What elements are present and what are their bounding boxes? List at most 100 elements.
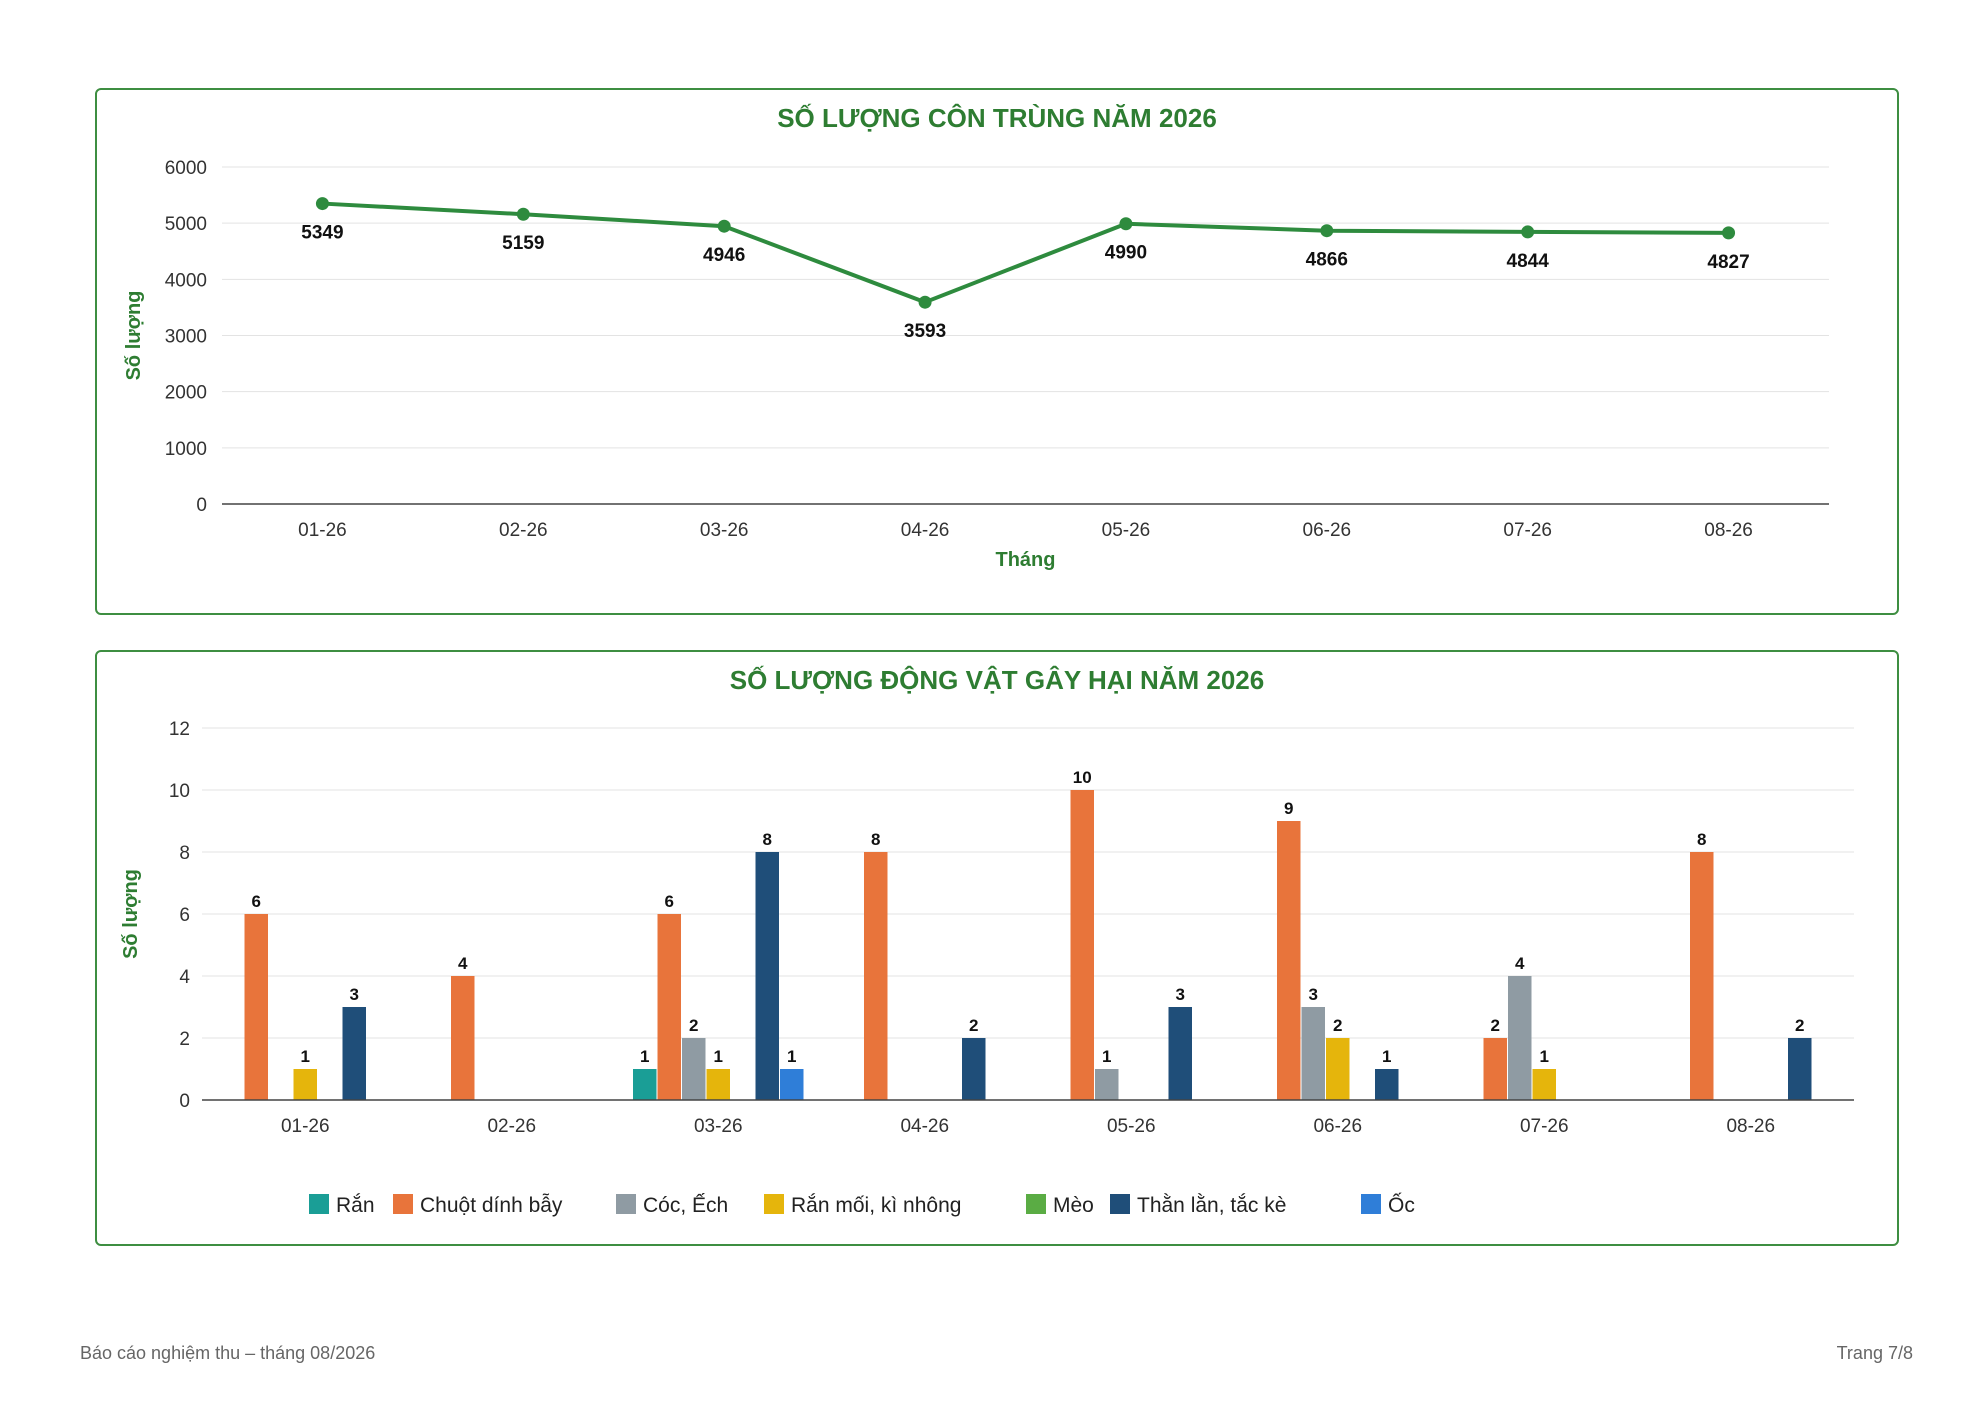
y-tick-label: 4 [179,967,190,988]
bar-value-label: 8 [871,830,880,849]
bar-value-label: 4 [458,954,468,973]
y-tick-label: 5000 [165,214,207,235]
legend-swatch [1361,1194,1381,1214]
x-tick-label: 03-26 [700,520,749,541]
bar [1168,1007,1192,1100]
bar-value-label: 1 [301,1047,310,1066]
bar-value-label: 8 [763,830,772,849]
chart-title: SỐ LƯỢNG CÔN TRÙNG NĂM 2026 [777,103,1217,133]
y-tick-label: 4000 [165,270,207,291]
bar [244,914,268,1100]
y-tick-label: 3000 [165,327,207,348]
y-tick-label: 0 [196,495,207,516]
x-tick-label: 05-26 [1107,1116,1156,1137]
legend-swatch [393,1194,413,1214]
y-tick-label: 12 [169,719,190,740]
pest-animal-chart-panel: SỐ LƯỢNG ĐỘNG VẬT GÂY HẠI NĂM 2026 0 2 4 6 8 1… [95,650,1899,1246]
y-axis-title: Số lượng [120,869,142,959]
bar [657,914,681,1100]
data-label: 3593 [904,321,946,342]
y-tick-label: 6 [179,905,190,926]
x-tick-label: 08-26 [1726,1116,1775,1137]
y-axis-title: Số lượng [123,291,145,381]
bar [1301,1007,1325,1100]
bar-value-label: 4 [1515,954,1525,973]
legend-swatch [616,1194,636,1214]
bar-value-label: 3 [1309,985,1318,1004]
bar-value-label: 1 [787,1047,796,1066]
bar-value-label: 1 [1382,1047,1391,1066]
bar-value-label: 1 [714,1047,723,1066]
y-tick-label: 6000 [165,158,207,179]
bar [1277,821,1301,1100]
bar [1375,1069,1399,1100]
data-point [918,295,932,309]
insect-line-chart: SỐ LƯỢNG CÔN TRÙNG NĂM 2026 0 1000 2000 3000… [123,103,1829,571]
series-line [322,201,1729,305]
x-tick-label: 02-26 [487,1116,536,1137]
y-tick-label: 1000 [165,439,207,460]
data-point [516,207,530,221]
bar [682,1038,706,1100]
x-tick-label: 07-26 [1520,1116,1569,1137]
footer-report-title: Báo cáo nghiệm thu – tháng 08/2026 [80,1343,376,1363]
bar-value-label: 1 [1102,1047,1111,1066]
x-tick-label: 07-26 [1503,520,1552,541]
bar [293,1069,317,1100]
bar [1532,1069,1556,1100]
legend-label: Rắn [336,1194,375,1217]
bar [1690,852,1714,1100]
bar-value-label: 2 [1795,1016,1804,1035]
data-point [1119,217,1133,231]
bar [962,1038,986,1100]
x-tick-label: 06-26 [1303,520,1352,541]
insect-chart-panel: SỐ LƯỢNG CÔN TRÙNG NĂM 2026 0 1000 2000 3000… [95,88,1899,615]
x-tick-label: 01-26 [298,520,347,541]
bar-value-label: 6 [665,892,674,911]
bar-value-label: 6 [252,892,261,911]
data-label: 4866 [1306,250,1348,271]
legend-swatch [309,1194,329,1214]
x-tick-label: 01-26 [281,1116,330,1137]
bar-value-label: 1 [640,1047,649,1066]
legend-swatch [1110,1194,1130,1214]
x-tick-label: 06-26 [1313,1116,1362,1137]
data-point [1722,226,1736,240]
legend-label: Rắn mối, kì nhông [791,1194,961,1217]
data-point [1320,224,1334,238]
y-tick-label: 10 [169,781,190,802]
y-tick-label: 2 [179,1029,190,1050]
data-point [717,219,731,233]
data-label: 4990 [1105,243,1147,264]
data-label: 4946 [703,245,745,266]
data-label: 4844 [1507,251,1550,272]
data-label: 4827 [1707,252,1749,273]
bar-value-label: 2 [1491,1016,1500,1035]
bar [633,1069,657,1100]
x-tick-label: 04-26 [900,1116,949,1137]
chart-title: SỐ LƯỢNG ĐỘNG VẬT GÂY HẠI NĂM 2026 [730,665,1264,695]
bar [780,1069,804,1100]
bar [864,852,888,1100]
y-tick-label: 8 [179,843,190,864]
legend-label: Ốc [1388,1193,1415,1217]
legend-label: Thằn lằn, tắc kè [1137,1194,1286,1217]
bar [1483,1038,1507,1100]
footer-page-number: Trang 7/8 [1836,1343,1913,1363]
pest-animal-bar-chart: SỐ LƯỢNG ĐỘNG VẬT GÂY HẠI NĂM 2026 0 2 4 6 8 1… [120,665,1854,1217]
legend-label: Chuột dính bẫy [420,1194,563,1217]
y-tick-label: 2000 [165,383,207,404]
legend-swatch [764,1194,784,1214]
bar [755,852,779,1100]
data-label: 5349 [301,223,343,244]
x-axis-title: Tháng [996,549,1056,571]
bar [706,1069,730,1100]
bar-value-label: 10 [1073,768,1092,787]
data-label: 5159 [502,233,544,254]
bar-value-label: 9 [1284,799,1293,818]
legend-label: Cóc, Ếch [643,1194,728,1217]
bar-value-label: 1 [1540,1047,1549,1066]
bar [1788,1038,1812,1100]
bar [1070,790,1094,1100]
